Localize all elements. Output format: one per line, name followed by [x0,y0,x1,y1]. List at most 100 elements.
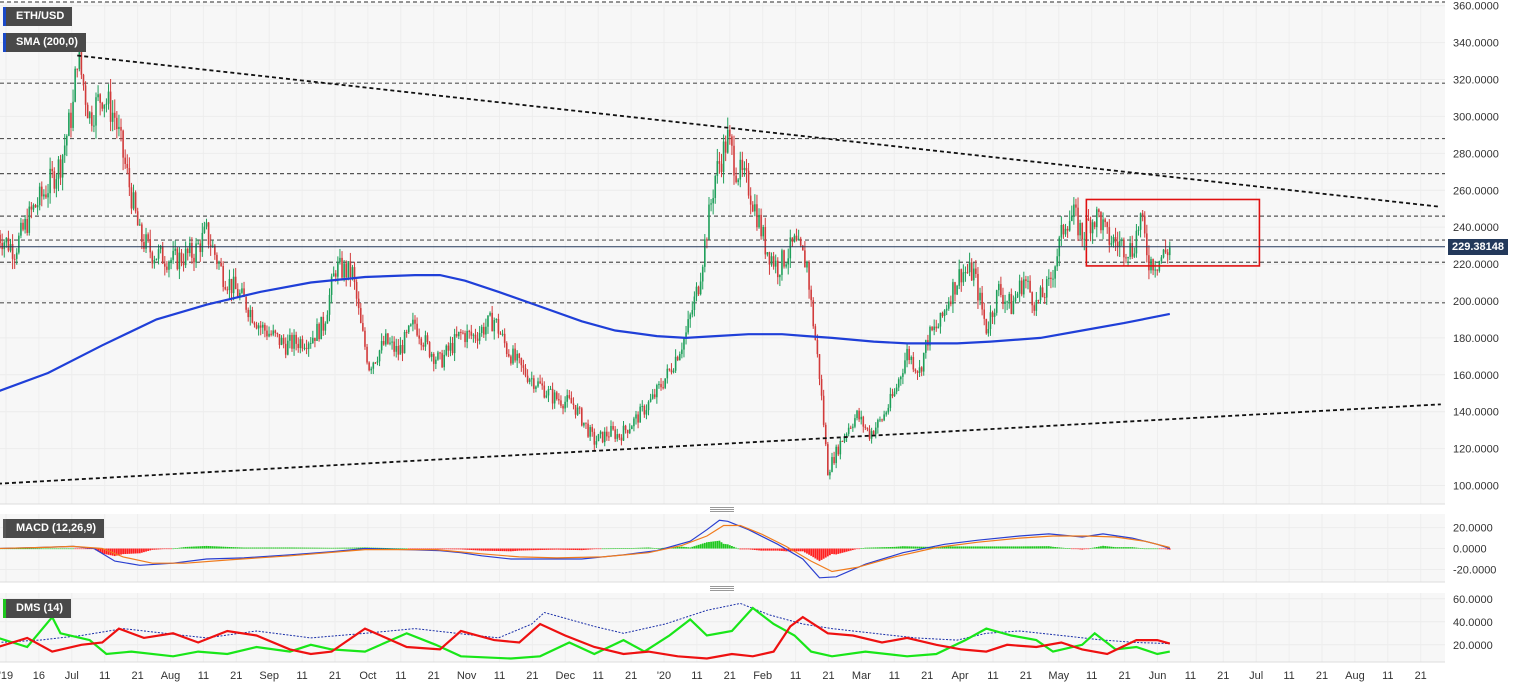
macd-histogram-bar [243,547,245,549]
macd-histogram-bar [1068,548,1071,549]
macd-histogram-bar [756,548,758,551]
candle [232,268,235,301]
candle [274,329,277,337]
dms-indicator-label[interactable]: DMS (14) [3,599,72,618]
macd-histogram-bar [585,548,587,550]
macd-histogram-bar [843,548,846,553]
macd-histogram-bar [551,548,554,550]
macd-histogram-bar [1164,548,1167,550]
candle [641,400,644,412]
candle [918,359,921,378]
macd-histogram-bar [710,541,712,549]
macd-histogram-bar [870,547,873,549]
candle [82,73,85,91]
macd-histogram-bar [53,548,56,550]
candle [1091,219,1094,244]
macd-histogram-bar [453,548,456,550]
candle [891,388,894,399]
candle [184,241,187,269]
macd-histogram-bar [760,548,763,551]
macd-histogram-bar [849,548,852,551]
candle [785,262,787,269]
macd-histogram-bar [332,547,335,549]
macd-histogram-bar [751,548,754,550]
macd-pane-grip [710,507,734,512]
candle [224,280,227,291]
candle [1048,269,1050,286]
macd-histogram-bar [918,546,921,549]
sma-indicator-label[interactable]: SMA (200,0) [3,33,86,52]
candle [524,364,527,378]
candle [1102,212,1104,240]
candle [1162,248,1165,259]
macd-histogram-bar [20,548,22,550]
candle [1100,211,1102,234]
macd-histogram-bar [658,548,660,549]
macd-indicator-label[interactable]: MACD (12,26,9) [3,519,105,538]
macd-histogram-bar [1018,546,1021,549]
candle [1160,255,1163,264]
macd-histogram-bar [316,547,318,549]
macd-histogram-bar [430,548,433,550]
candle [776,257,779,285]
candle [653,388,656,400]
candle [380,333,383,354]
candle [631,425,633,430]
macd-histogram-bar [1129,547,1132,549]
candle [581,406,583,427]
price-chart [0,39,1445,485]
x-tick-label: 11 [198,670,209,682]
macd-histogram-bar [943,546,946,549]
macd-histogram-bar [814,548,817,559]
macd-histogram-bar [560,548,562,550]
candle [239,289,241,301]
candle [476,332,479,349]
macd-histogram-bar [232,547,235,549]
candle [885,410,888,417]
macd-histogram-bar [234,547,237,549]
candle [501,329,504,337]
x-tick-label: Jul [65,670,79,682]
macd-histogram-bar [758,548,760,551]
macd-histogram-bar [343,547,346,549]
macd-histogram-bar [879,547,881,549]
macd-histogram-bar [174,548,177,549]
candle [910,355,913,365]
x-tick-label: 11 [494,670,505,682]
candle [266,325,268,341]
candle [168,260,170,278]
candle [357,291,360,315]
macd-histogram-bar [393,548,396,549]
candle [829,469,831,480]
macd-histogram-bar [1004,546,1006,549]
candle [15,248,18,265]
candle [468,329,471,339]
x-tick-label: '20 [657,670,671,682]
macd-histogram-bar [193,546,195,549]
macd-histogram-bar [589,548,592,550]
candle [618,433,621,441]
candle [460,329,462,340]
candle [1089,216,1092,242]
candle [868,425,871,441]
candle [0,229,1,249]
candle [908,345,910,365]
macd-histogram-bar [818,548,821,562]
candle [80,51,83,79]
candle [766,252,769,257]
candle [355,279,358,307]
x-tick-label: 11 [1086,670,1097,682]
macd-histogram-bar [614,548,617,550]
macd-histogram-bar [931,546,933,549]
macd-histogram-bar [914,546,917,549]
symbol-label[interactable]: ETH/USD [3,7,73,26]
candle [412,312,414,332]
candle [1039,285,1042,304]
candle [993,308,996,325]
macd-histogram-bar [107,548,110,555]
macd-histogram-bar [437,548,439,550]
macd-histogram-bar [439,548,441,550]
macd-histogram-bar [793,548,796,552]
x-tick-label: 11 [987,670,998,682]
candle [166,261,168,273]
